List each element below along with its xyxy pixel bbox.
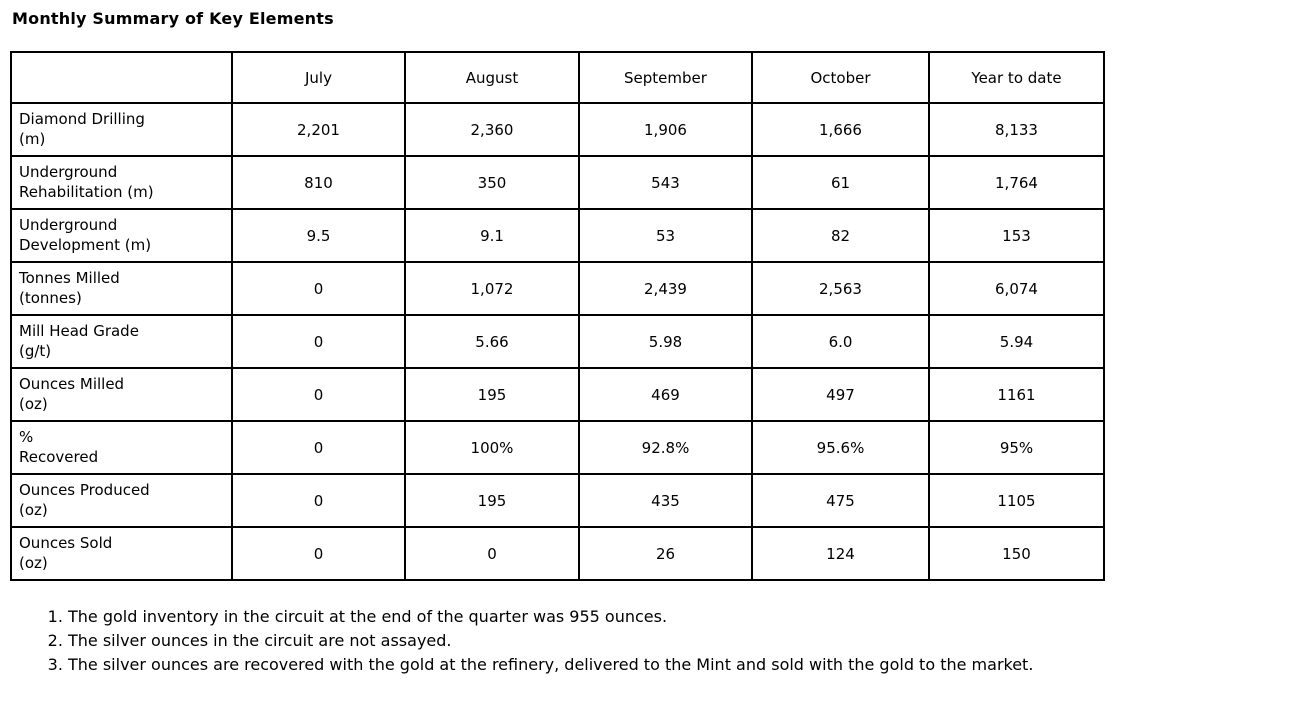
table-cell: 82: [751, 208, 930, 263]
table-row-underground-rehabilitation: Underground Rehabilitation (m) 810 350 5…: [10, 155, 1105, 210]
table-cell: 0: [404, 526, 580, 581]
row-label: Diamond Drilling (m): [10, 102, 233, 157]
footnote-item: The silver ounces in the circuit are not…: [68, 629, 1092, 653]
table-cell: 350: [404, 155, 580, 210]
table-cell: 0: [231, 473, 406, 528]
table-cell: 1105: [928, 473, 1105, 528]
row-label: Ounces Sold (oz): [10, 526, 233, 581]
table-row-tonnes-milled: Tonnes Milled (tonnes) 0 1,072 2,439 2,5…: [10, 261, 1105, 316]
table-cell: 1,764: [928, 155, 1105, 210]
table-cell: 2,360: [404, 102, 580, 157]
table-cell: 810: [231, 155, 406, 210]
table-cell: 1,072: [404, 261, 580, 316]
table-cell: 2,563: [751, 261, 930, 316]
table-cell: 6.0: [751, 314, 930, 369]
table-cell: 0: [231, 420, 406, 475]
table-cell: 0: [231, 367, 406, 422]
table-cell: 9.5: [231, 208, 406, 263]
corner-header-cell: [10, 51, 233, 104]
table-cell: 1,666: [751, 102, 930, 157]
table-cell: 100%: [404, 420, 580, 475]
table-cell: 26: [578, 526, 753, 581]
table-cell: 8,133: [928, 102, 1105, 157]
table-row-underground-development: Underground Development (m) 9.5 9.1 53 8…: [10, 208, 1105, 263]
column-header-august: August: [404, 51, 580, 104]
table-row-ounces-produced: Ounces Produced (oz) 0 195 435 475 1105: [10, 473, 1105, 528]
table-cell: 195: [404, 473, 580, 528]
table-cell: 0: [231, 261, 406, 316]
table-row-mill-head-grade: Mill Head Grade (g/t) 0 5.66 5.98 6.0 5.…: [10, 314, 1105, 369]
footnotes-section: The gold inventory in the circuit at the…: [42, 605, 1092, 677]
table-cell: 195: [404, 367, 580, 422]
column-header-september: September: [578, 51, 753, 104]
table-cell: 435: [578, 473, 753, 528]
table-cell: 543: [578, 155, 753, 210]
table-cell: 2,201: [231, 102, 406, 157]
table-cell: 61: [751, 155, 930, 210]
table-cell: 0: [231, 314, 406, 369]
table-cell: 95.6%: [751, 420, 930, 475]
table-cell: 5.66: [404, 314, 580, 369]
column-header-october: October: [751, 51, 930, 104]
page-title: Monthly Summary of Key Elements: [12, 9, 334, 28]
row-label: Ounces Milled (oz): [10, 367, 233, 422]
table-cell: 497: [751, 367, 930, 422]
table-cell: 153: [928, 208, 1105, 263]
table-cell: 5.98: [578, 314, 753, 369]
row-label: Tonnes Milled (tonnes): [10, 261, 233, 316]
table-cell: 2,439: [578, 261, 753, 316]
footnotes-list: The gold inventory in the circuit at the…: [42, 605, 1092, 677]
table-row-percent-recovered: % Recovered 0 100% 92.8% 95.6% 95%: [10, 420, 1105, 475]
column-header-july: July: [231, 51, 406, 104]
row-label: % Recovered: [10, 420, 233, 475]
table-cell: 92.8%: [578, 420, 753, 475]
table-cell: 150: [928, 526, 1105, 581]
row-label: Mill Head Grade (g/t): [10, 314, 233, 369]
table-cell: 5.94: [928, 314, 1105, 369]
table-cell: 1161: [928, 367, 1105, 422]
row-label: Underground Rehabilitation (m): [10, 155, 233, 210]
table-cell: 0: [231, 526, 406, 581]
table-cell: 469: [578, 367, 753, 422]
table-cell: 6,074: [928, 261, 1105, 316]
footnote-item: The silver ounces are recovered with the…: [68, 653, 1092, 677]
table-row-ounces-milled: Ounces Milled (oz) 0 195 469 497 1161: [10, 367, 1105, 422]
table-cell: 53: [578, 208, 753, 263]
table-cell: 95%: [928, 420, 1105, 475]
table-cell: 475: [751, 473, 930, 528]
table-cell: 9.1: [404, 208, 580, 263]
row-label: Underground Development (m): [10, 208, 233, 263]
table-cell: 124: [751, 526, 930, 581]
table-row-diamond-drilling: Diamond Drilling (m) 2,201 2,360 1,906 1…: [10, 102, 1105, 157]
table-header-row: July August September October Year to da…: [10, 51, 1105, 104]
row-label: Ounces Produced (oz): [10, 473, 233, 528]
column-header-year-to-date: Year to date: [928, 51, 1105, 104]
footnote-item: The gold inventory in the circuit at the…: [68, 605, 1092, 629]
monthly-summary-table: July August September October Year to da…: [10, 51, 1105, 581]
table-cell: 1,906: [578, 102, 753, 157]
table-row-ounces-sold: Ounces Sold (oz) 0 0 26 124 150: [10, 526, 1105, 581]
